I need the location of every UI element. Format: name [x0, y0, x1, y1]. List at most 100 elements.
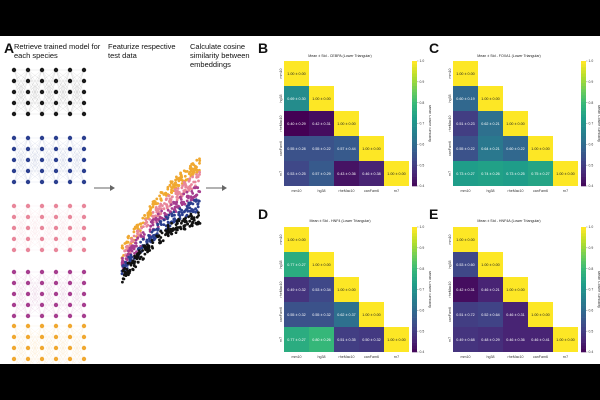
- figure-canvas: A Retrieve trained model for each specie…: [0, 36, 600, 364]
- y-tick-label: mm10: [448, 235, 452, 245]
- heatmap-cell: [503, 161, 528, 186]
- heatmap-cell: [284, 227, 309, 252]
- colorbar: 0.4 0.5 0.6 0.7 0.8 0.9 1.0 Mean Cosine Similar…: [581, 59, 600, 188]
- heatmap-cell-label: 0.73 ± 0.27: [456, 172, 474, 176]
- y-tick-label: hg38: [279, 95, 283, 103]
- colorbar-tick-label: 0.8: [420, 101, 425, 105]
- heatmap-cell-label: 0.80 ± 0.26: [312, 338, 330, 342]
- heatmap-cell: [553, 327, 578, 352]
- heatmap-cell: [453, 327, 478, 352]
- heatmap-cell-label: 0.55 ± 0.32: [312, 313, 330, 317]
- heatmap-cell: [309, 302, 334, 327]
- heatmap-cell: [284, 302, 309, 327]
- heatmap-cell: [528, 161, 553, 186]
- colorbar-tick-label: 1.0: [420, 225, 425, 229]
- heatmap-title: Mean ± Std - HNF4 (Lower Triangular): [309, 219, 371, 223]
- x-tick-label: rn7: [394, 189, 399, 193]
- colorbar-tick-label: 0.7: [420, 122, 425, 126]
- y-tick-label: rheMac10: [448, 282, 452, 298]
- y-tick-label: rheMac10: [448, 116, 452, 132]
- heatmap-cell-label: 0.53 ± 0.34: [312, 288, 330, 292]
- heatmap-cell: [384, 161, 409, 186]
- x-tick-label: hg38: [318, 189, 326, 193]
- x-tick-label: canFam6: [364, 189, 379, 193]
- x-tick-label: hg38: [318, 355, 326, 359]
- heatmap-cell-label: 0.62 ± 0.37: [337, 313, 355, 317]
- heatmap-cell: [503, 327, 528, 352]
- y-tick-label: rn7: [448, 171, 452, 176]
- heatmap-cell-label: 0.50 ± 0.32: [362, 338, 380, 342]
- heatmap-cell-label: 0.55 ± 0.22: [312, 147, 330, 151]
- colorbar-tick-label: 0.4: [420, 350, 425, 354]
- heatmap-cell-label: 1.00 ± 0.00: [481, 97, 499, 101]
- heatmap-cell-label: 0.57 ± 0.29: [312, 172, 330, 176]
- heatmap-cell-label: 0.52 ± 0.64: [481, 313, 499, 317]
- colorbar-tick-label: 0.8: [589, 267, 594, 271]
- heatmap-cell: [334, 327, 359, 352]
- x-tick-label: canFam6: [364, 355, 379, 359]
- heatmap-cell-label: 0.55 ± 0.22: [456, 147, 474, 151]
- colorbar-tick-label: 0.7: [589, 288, 594, 292]
- step-cosine-similarity-text: Calculate cosine similarity between embe…: [190, 42, 250, 69]
- embedding-scatter-plot: [120, 157, 202, 284]
- heatmap-cell: [309, 327, 334, 352]
- colorbar-tick-label: 1.0: [589, 59, 594, 63]
- colorbar-tick-label: 0.9: [420, 80, 425, 84]
- heatmap-cell-label: 1.00 ± 0.00: [387, 172, 405, 176]
- y-tick-label: canFam6: [279, 307, 283, 322]
- heatmap-cell: [284, 86, 309, 111]
- heatmap-cell: [503, 277, 528, 302]
- colorbar-tick-label: 0.7: [589, 122, 594, 126]
- heatmap-cell: [553, 161, 578, 186]
- heatmap-cell: [359, 327, 384, 352]
- heatmap-cell: [284, 161, 309, 186]
- colorbar-tick-label: 0.6: [420, 143, 425, 147]
- heatmap-cell-label: 1.00 ± 0.00: [312, 97, 330, 101]
- heatmap-cell-label: 0.46 ± 0.31: [506, 313, 524, 317]
- heatmap-cell: [478, 111, 503, 136]
- colorbar-tick-label: 1.0: [589, 225, 594, 229]
- heatmap-cell-label: 1.00 ± 0.00: [506, 122, 524, 126]
- heatmap-cell-label: 0.49 ± 0.68: [456, 338, 474, 342]
- neural-network-icon: [11, 269, 87, 319]
- colorbar-tick-label: 0.4: [420, 184, 425, 188]
- neural-network-icon: [11, 323, 87, 364]
- heatmap-cell: [359, 302, 384, 327]
- heatmap-cell-label: 0.40 ± 0.29: [287, 122, 305, 126]
- heatmap-cell-label: 0.53 ± 0.60: [456, 263, 474, 267]
- heatmap-cell-label: 0.73 ± 0.25: [506, 172, 524, 176]
- colorbar-tick-label: 1.0: [420, 59, 425, 63]
- y-tick-label: rn7: [279, 337, 283, 342]
- heatmap-cell: [334, 111, 359, 136]
- arrow-right-icon: [206, 185, 227, 191]
- y-tick-label: rn7: [279, 171, 283, 176]
- colorbar-tick-label: 0.8: [420, 267, 425, 271]
- step-retrieve-model-text: Retrieve trained model for each species: [14, 42, 101, 60]
- colorbar-tick-label: 0.9: [589, 246, 594, 250]
- heatmap-cell: [453, 277, 478, 302]
- heatmap-cell: [309, 111, 334, 136]
- colorbar: 0.4 0.5 0.6 0.7 0.8 0.9 1.0 Mean Cosine Similar…: [412, 59, 431, 188]
- heatmap-cell-label: 1.00 ± 0.00: [531, 313, 549, 317]
- heatmap-cell-label: 0.60 ± 0.22: [506, 147, 524, 151]
- heatmap-cell: [309, 136, 334, 161]
- heatmap-cell: [503, 136, 528, 161]
- colorbar-tick-label: 0.5: [420, 329, 425, 333]
- x-tick-label: rn7: [394, 355, 399, 359]
- heatmap-cell-label: 0.43 ± 0.36: [337, 172, 355, 176]
- heatmap-cell-label: 1.00 ± 0.00: [362, 147, 380, 151]
- y-tick-label: hg38: [448, 95, 452, 103]
- x-tick-label: canFam6: [533, 189, 548, 193]
- heatmap-cell: [284, 327, 309, 352]
- heatmap-cell: [453, 252, 478, 277]
- y-tick-label: rheMac10: [279, 116, 283, 132]
- heatmap-cell-label: 0.48 ± 0.29: [481, 338, 499, 342]
- heatmap-cell: [528, 136, 553, 161]
- heatmap-cell: [284, 277, 309, 302]
- heatmap-cell-label: 0.51 ± 0.23: [456, 122, 474, 126]
- heatmap-title: Mean ± Std - CEBPA (Lower Triangular): [308, 54, 372, 58]
- x-tick-label: rn7: [563, 189, 568, 193]
- heatmap-cell: [334, 277, 359, 302]
- heatmap-cell-label: 0.53 ± 0.25: [287, 172, 305, 176]
- x-tick-label: hg38: [487, 355, 495, 359]
